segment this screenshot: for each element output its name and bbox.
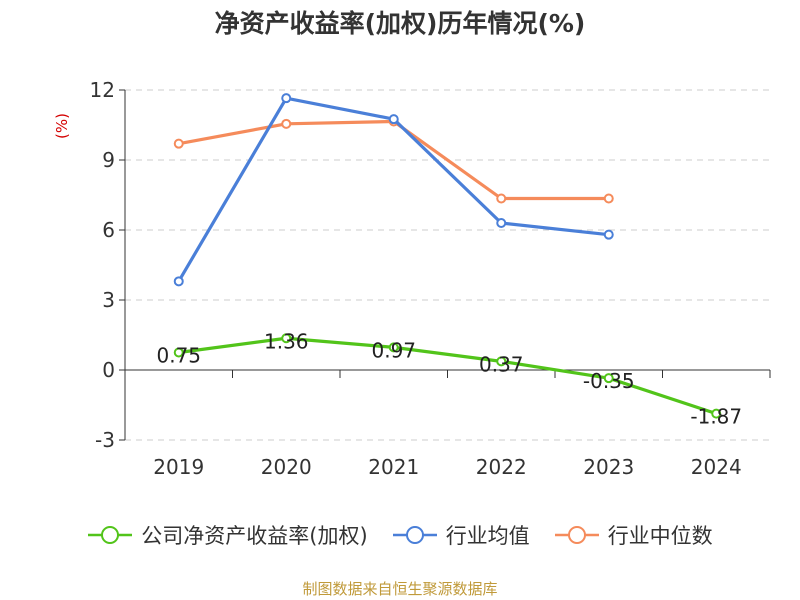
legend-label: 公司净资产收益率(加权): [141, 524, 368, 548]
data-label: 0.75: [156, 344, 201, 368]
data-point: [281, 333, 292, 344]
legend-line-circle-icon: [392, 526, 437, 544]
x-tick-label: 2021: [368, 455, 419, 479]
y-tick-label: 3: [102, 288, 115, 312]
legend-line-circle-icon: [554, 526, 599, 544]
data-point: [173, 347, 184, 358]
data-point: [388, 342, 399, 353]
y-tick-label: 9: [102, 148, 115, 172]
data-point: [281, 93, 292, 104]
y-tick-label: 6: [102, 218, 115, 242]
data-label: -1.87: [690, 405, 742, 429]
series-line: [178, 336, 717, 416]
legend-label: 行业均值: [445, 524, 530, 548]
legend-item: 行业均值: [392, 520, 530, 550]
y-axis-label: (%): [53, 113, 71, 139]
legend-item: 公司净资产收益率(加权): [87, 520, 368, 550]
x-tick-label: 2023: [583, 455, 634, 479]
x-tick-label: 2020: [261, 455, 312, 479]
data-point: [603, 373, 614, 384]
data-point: [173, 138, 184, 149]
y-tick-label: 0: [102, 358, 115, 382]
data-point: [603, 229, 614, 240]
data-point: [173, 276, 184, 287]
data-point: [711, 408, 722, 419]
data-point: [603, 193, 614, 204]
y-tick-label: 12: [90, 78, 115, 102]
y-tick-label: -3: [95, 428, 115, 452]
data-label: 1.36: [264, 329, 309, 353]
legend-line-circle-icon: [88, 526, 133, 544]
data-label: -0.35: [583, 369, 635, 393]
x-tick-label: 2019: [153, 455, 204, 479]
legend-item: 行业中位数: [554, 520, 713, 550]
data-point: [496, 193, 507, 204]
data-point: [496, 356, 507, 367]
data-label: 0.37: [479, 352, 524, 376]
x-tick-label: 2024: [691, 455, 742, 479]
data-label: 0.97: [371, 338, 416, 362]
x-tick-label: 2022: [476, 455, 527, 479]
source-note: 制图数据来自恒生聚源数据库: [302, 580, 498, 598]
chart-title: 净资产收益率(加权)历年情况(%): [214, 9, 586, 38]
data-point: [496, 218, 507, 228]
legend: 公司净资产收益率(加权) 行业均值 行业中位数: [0, 520, 800, 550]
data-point: [388, 114, 399, 125]
legend-label: 行业中位数: [607, 524, 713, 548]
data-point: [281, 118, 292, 129]
